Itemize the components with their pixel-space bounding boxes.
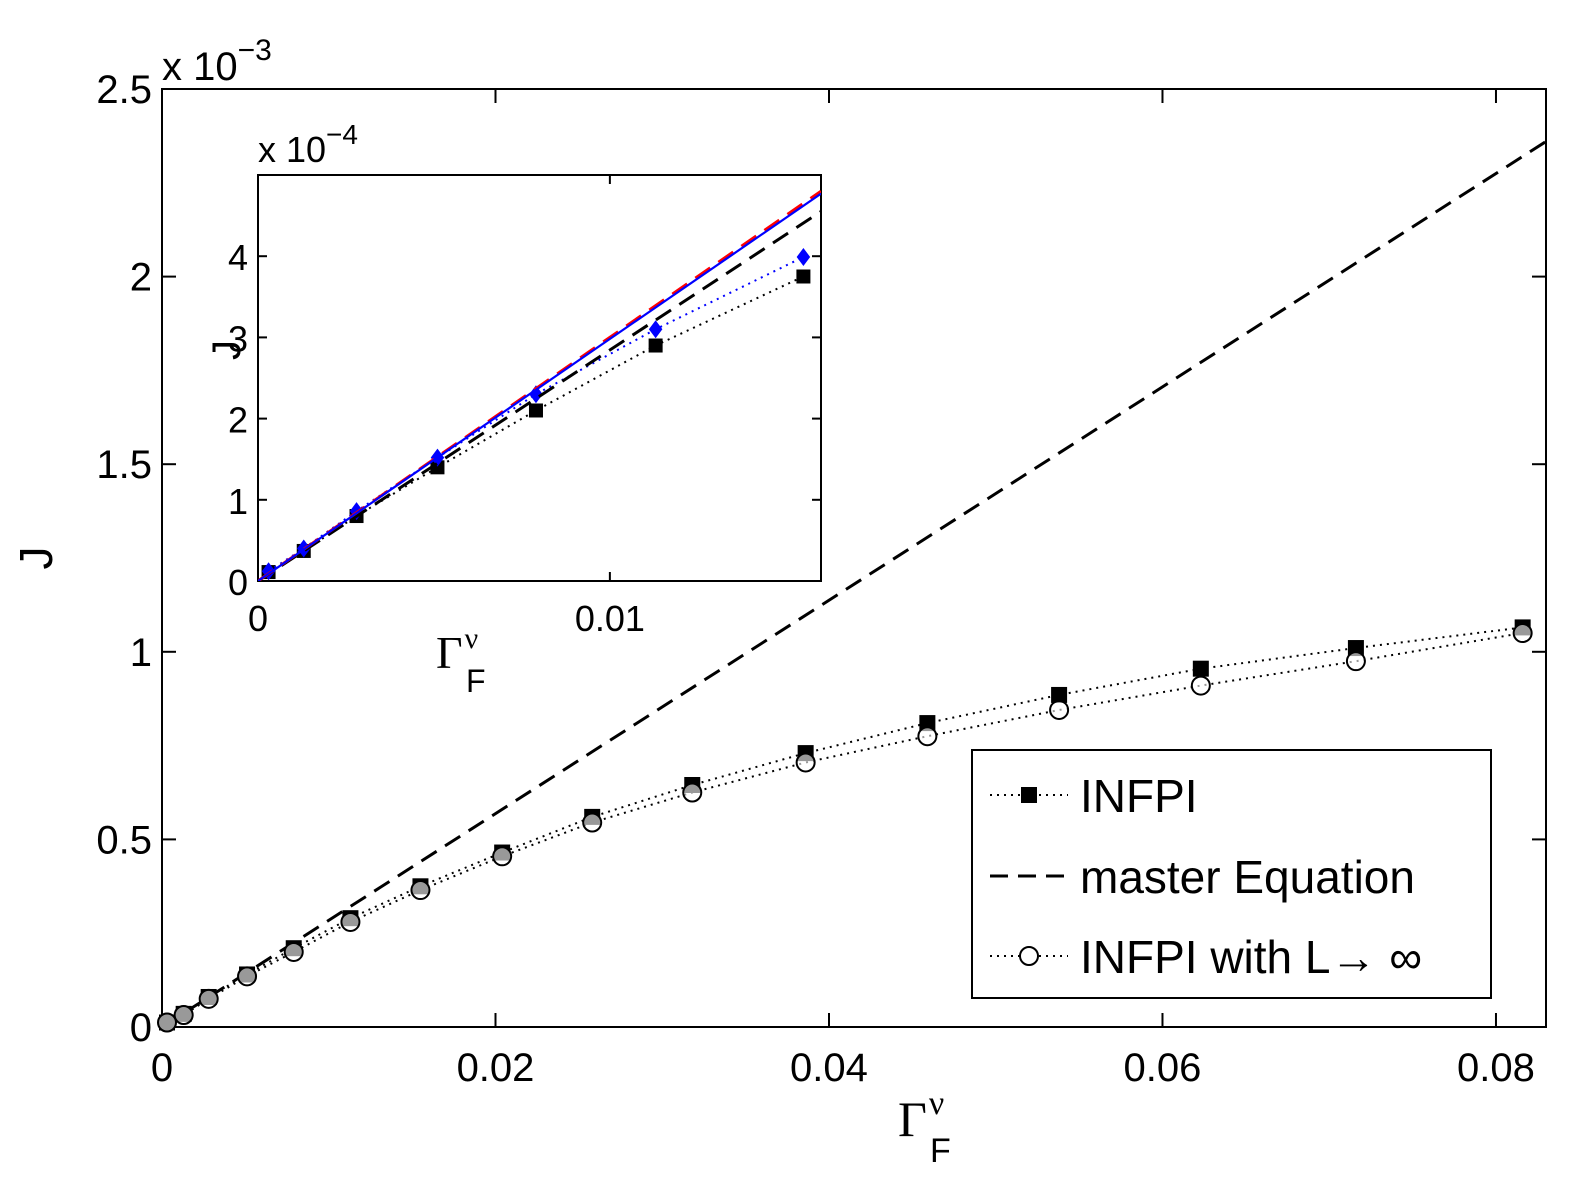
legend-swatch-infpi-marker: [1021, 787, 1037, 803]
inset-series-2-line: [258, 210, 821, 581]
inset-y-multiplier-base: x 10: [258, 129, 326, 170]
main-x-label-sub: F: [930, 1132, 951, 1170]
legend: INFPI master Equation INFPI with L→ ∞: [971, 749, 1492, 999]
inset-x-label-sup: ν: [465, 622, 479, 655]
inset-plot-frame: [257, 174, 822, 582]
legend-entry-infpi: INFPI: [990, 770, 1198, 822]
inset-x-tick-label: 0.01: [575, 598, 645, 639]
main-series-2-marker: [1049, 699, 1070, 720]
legend-entry-master-equation: master Equation: [990, 851, 1415, 903]
main-series-2-marker: [917, 726, 938, 747]
inset-series-group: [258, 189, 821, 581]
main-series-2-marker: [173, 1004, 194, 1025]
main-x-axis-label: Γν F: [898, 1085, 951, 1170]
main-series-group: [157, 140, 1546, 1033]
inset-y-tick-label: 0: [228, 562, 248, 603]
main-y-tick-label: 0.5: [96, 818, 152, 862]
legend-box: [971, 749, 1492, 999]
main-x-tick-label: 0.06: [1124, 1046, 1202, 1090]
main-y-tick-label: 1.5: [96, 443, 152, 487]
main-y-tick-label: 2.5: [96, 68, 152, 112]
main-series-2-marker: [492, 846, 513, 867]
main-y-multiplier-base: x 10: [162, 45, 238, 89]
main-y-multiplier: x 10−3: [162, 34, 272, 89]
inset-y-multiplier-exponent: −4: [326, 119, 358, 150]
main-x-tick-label: 0: [151, 1046, 173, 1090]
main-y-axis-label: J: [10, 547, 62, 570]
inset-series-1-marker: [529, 385, 543, 404]
main-y-multiplier-exponent: −3: [238, 34, 272, 67]
main-series-2-marker: [340, 911, 361, 932]
inset-plot: 0 0.01 0 1 2 3 4 x 10−4 J Γν F: [205, 119, 822, 699]
main-x-tick-label: 0.02: [457, 1046, 535, 1090]
inset-y-tick-label: 4: [228, 237, 248, 278]
main-series-2-marker: [1512, 623, 1533, 644]
inset-y-axis-label: J: [205, 340, 249, 360]
inset-y-tick-label: 1: [228, 481, 248, 522]
inset-series-1-marker: [796, 248, 811, 267]
legend-label-master-equation: master Equation: [1080, 851, 1415, 903]
main-series-2-marker: [682, 782, 703, 803]
main-y-tick-label: 2: [130, 256, 152, 300]
main-series-2-marker: [410, 880, 431, 901]
main-series-0-line: [166, 626, 1523, 1024]
inset-y-tick-label: 2: [228, 400, 248, 441]
main-x-tick-label: 0.04: [790, 1046, 868, 1090]
main-series-2-marker: [1190, 675, 1211, 696]
main-series-2-marker: [1345, 651, 1366, 672]
main-series-2-marker: [795, 752, 816, 773]
legend-label-infpi-l-infinity: INFPI with L→ ∞: [1080, 931, 1422, 983]
inset-series-0-marker: [796, 269, 811, 284]
inset-x-axis-label: Γν F: [436, 622, 486, 699]
main-series-2-marker: [157, 1012, 178, 1033]
inset-y-multiplier: x 10−4: [258, 119, 358, 170]
legend-entry-infpi-l-infinity: INFPI with L→ ∞: [990, 931, 1422, 983]
inset-x-label-gamma: Γ: [436, 627, 463, 678]
main-series-2-marker: [198, 988, 219, 1009]
legend-swatch-infpi-l-infinity-marker: [1019, 946, 1039, 966]
main-series-2-marker: [582, 812, 603, 833]
main-series-1-line: [162, 140, 1546, 1027]
main-series-2-marker: [237, 966, 258, 987]
inset-series-4-line: [258, 192, 821, 581]
inset-x-tick-label: 0: [248, 598, 268, 639]
main-series-0-marker: [1051, 686, 1068, 703]
legend-label-infpi: INFPI: [1080, 770, 1198, 822]
inset-x-label-sub: F: [466, 663, 486, 699]
main-series-2-marker: [283, 941, 304, 962]
main-x-tick-label: 0.08: [1457, 1046, 1535, 1090]
inset-series-1-marker: [648, 320, 663, 339]
main-series-0-marker: [1192, 660, 1209, 677]
main-x-label-sup: ν: [929, 1085, 944, 1122]
main-y-tick-label: 0: [130, 1006, 152, 1050]
main-tick-group: 0 0.02 0.04 0.06 0.08 0 0.5 1 1.5 2 2.5: [96, 68, 1546, 1090]
inset-series-0-marker: [648, 338, 663, 353]
main-series-2-line: [166, 632, 1523, 1024]
inset-series-0-marker: [528, 403, 543, 418]
inset-y-tick-label: 3: [228, 318, 248, 359]
main-y-tick-label: 1: [130, 631, 152, 675]
main-x-label-gamma: Γ: [898, 1091, 927, 1147]
